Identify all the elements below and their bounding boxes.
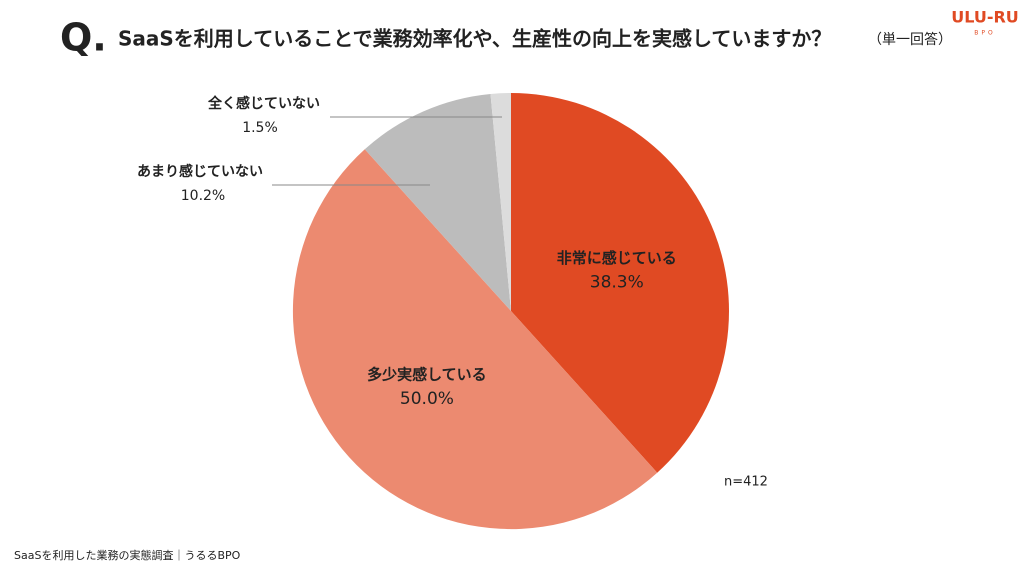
slice-label: 多少実感している	[367, 366, 487, 384]
question-marker: Q.	[60, 16, 107, 60]
chart-title: SaaSを利用していることで業務効率化や、生産性の向上を実感していますか？	[118, 27, 831, 51]
sample-note: n=412	[724, 475, 768, 490]
logo-sub: BPO	[974, 30, 995, 37]
pie-slice	[511, 93, 729, 473]
slice-label: あまり感じていない	[137, 163, 263, 180]
value-label: 38.3%	[590, 272, 644, 292]
value-label: 1.5%	[242, 120, 278, 136]
value-label: 10.2%	[181, 188, 225, 204]
pie-slice	[490, 93, 511, 311]
chart-subtitle: （単一回答）	[868, 31, 952, 48]
pie-slice	[364, 93, 511, 311]
slice-label: 非常に感じている	[557, 249, 677, 267]
logo: ULU-RU	[951, 8, 1019, 27]
slice-label: 全く感じていない	[207, 95, 320, 112]
source: SaaSを利用した業務の実態調査｜うるるBPO	[14, 548, 241, 562]
pie-slice	[292, 149, 658, 530]
value-label: 50.0%	[400, 389, 454, 409]
